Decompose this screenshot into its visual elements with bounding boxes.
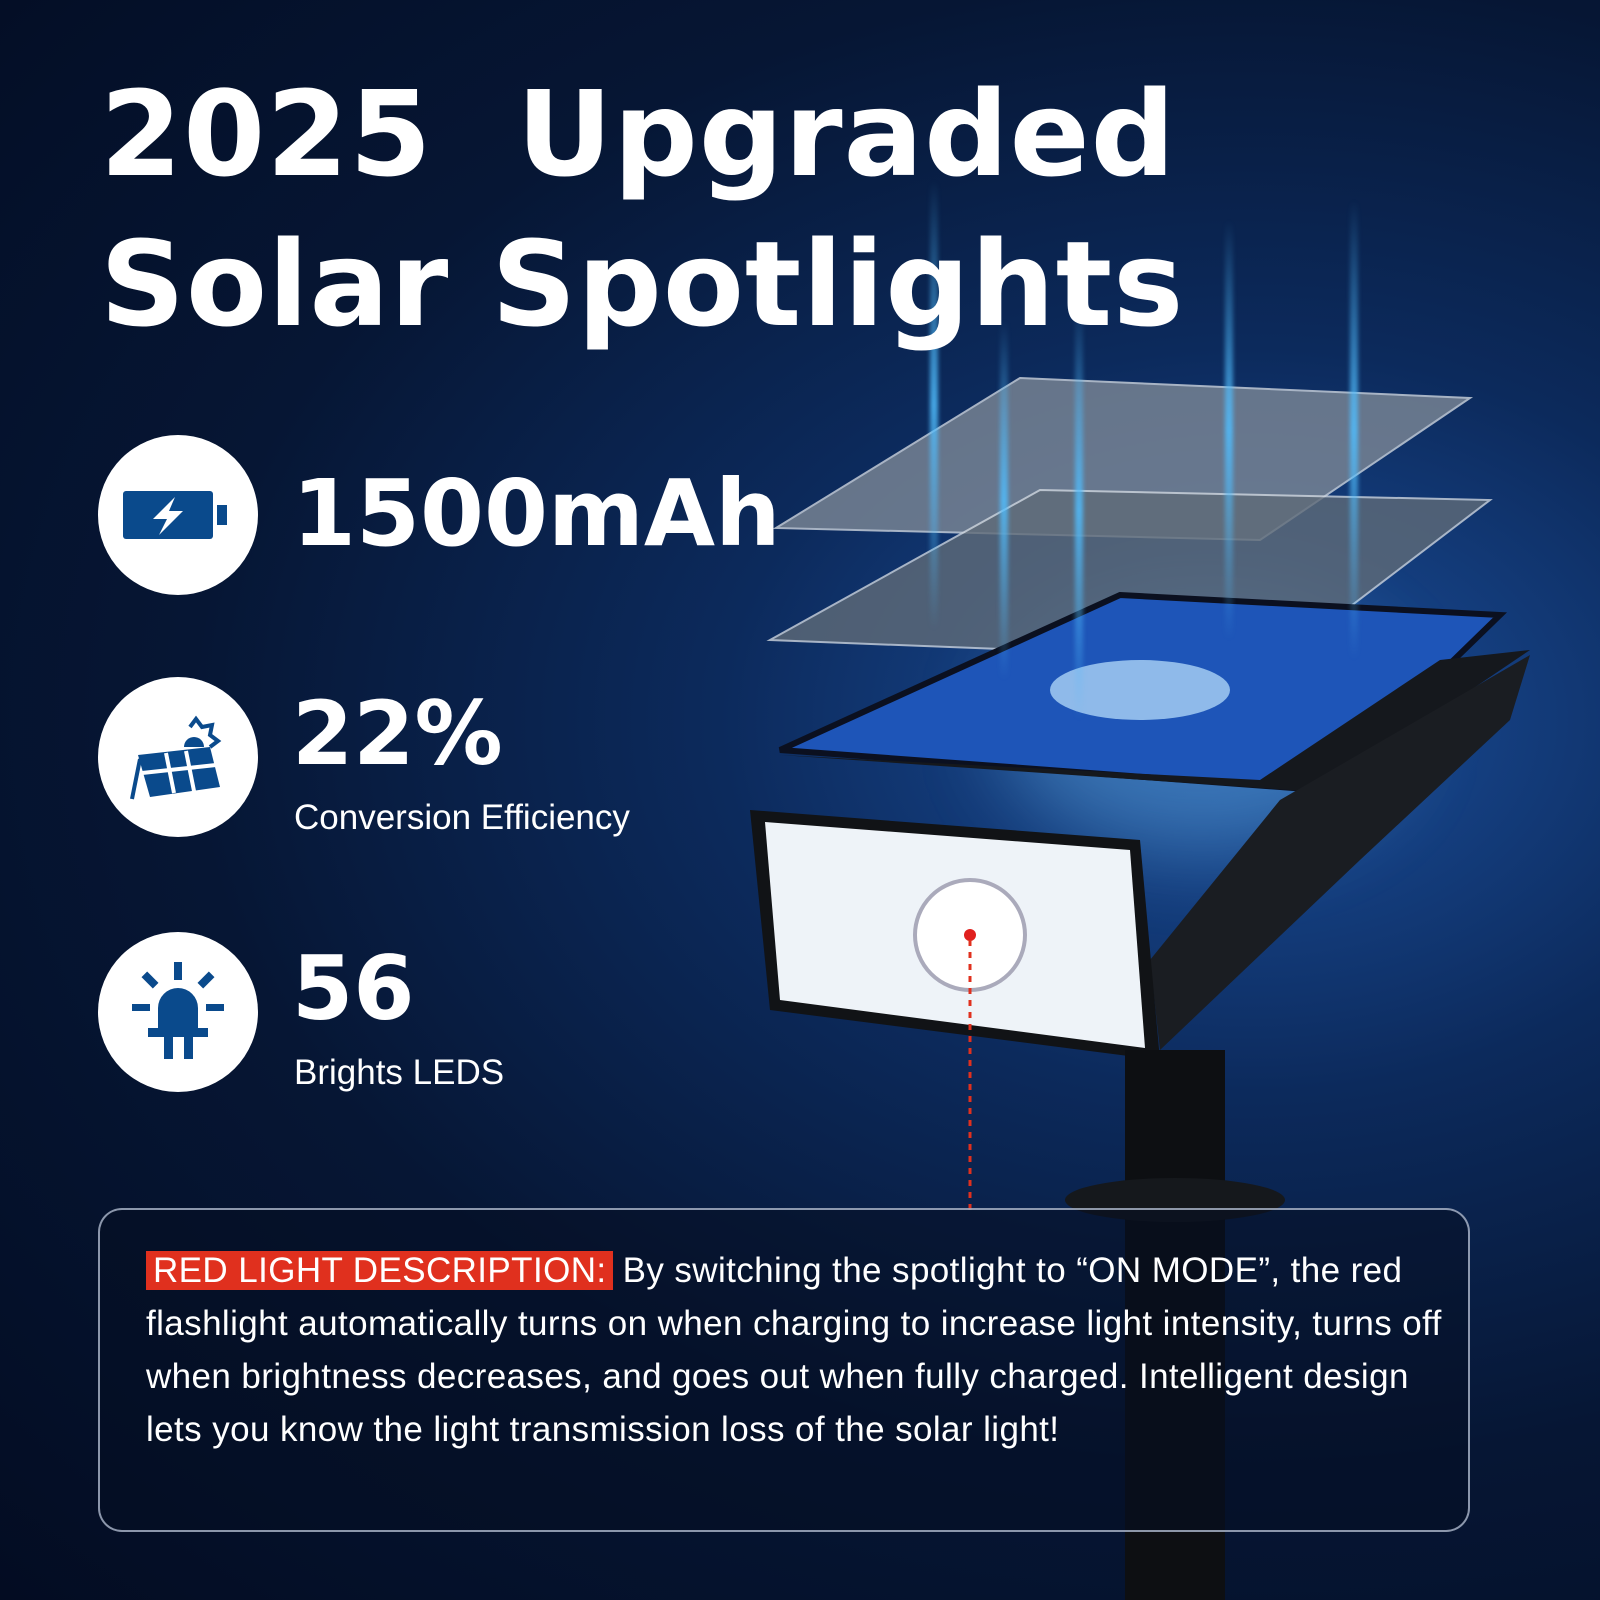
light-beam	[1225, 220, 1233, 640]
efficiency-label: Conversion Efficiency	[294, 798, 630, 837]
red-light-description-box: RED LIGHT DESCRIPTION: By switching the …	[98, 1208, 1470, 1532]
light-beam	[1000, 320, 1008, 680]
efficiency-value: 22%	[292, 682, 503, 785]
description-label: RED LIGHT DESCRIPTION:	[146, 1251, 613, 1290]
efficiency-feature-badge	[98, 677, 258, 837]
led-light-icon	[132, 962, 224, 1059]
solar-panel-sun-icon	[130, 715, 222, 800]
headline-line-1: 2025 Upgraded	[100, 65, 1177, 203]
description-body: By switching the spotlight to “ON MODE”,…	[146, 1251, 1442, 1449]
led-feature-badge	[98, 932, 258, 1092]
battery-capacity-value: 1500mAh	[292, 460, 781, 567]
light-beam	[1075, 300, 1083, 720]
headline-line-2: Solar Spotlights	[100, 215, 1185, 353]
battery-charging-icon	[123, 491, 227, 539]
light-beam	[930, 180, 938, 630]
led-count-label: Brights LEDS	[294, 1053, 505, 1092]
battery-feature-badge	[98, 435, 258, 595]
led-count-value: 56	[292, 937, 415, 1040]
light-beam	[1350, 200, 1358, 660]
spotlight-housing	[750, 650, 1530, 1210]
description-text: RED LIGHT DESCRIPTION: By switching the …	[146, 1244, 1446, 1456]
